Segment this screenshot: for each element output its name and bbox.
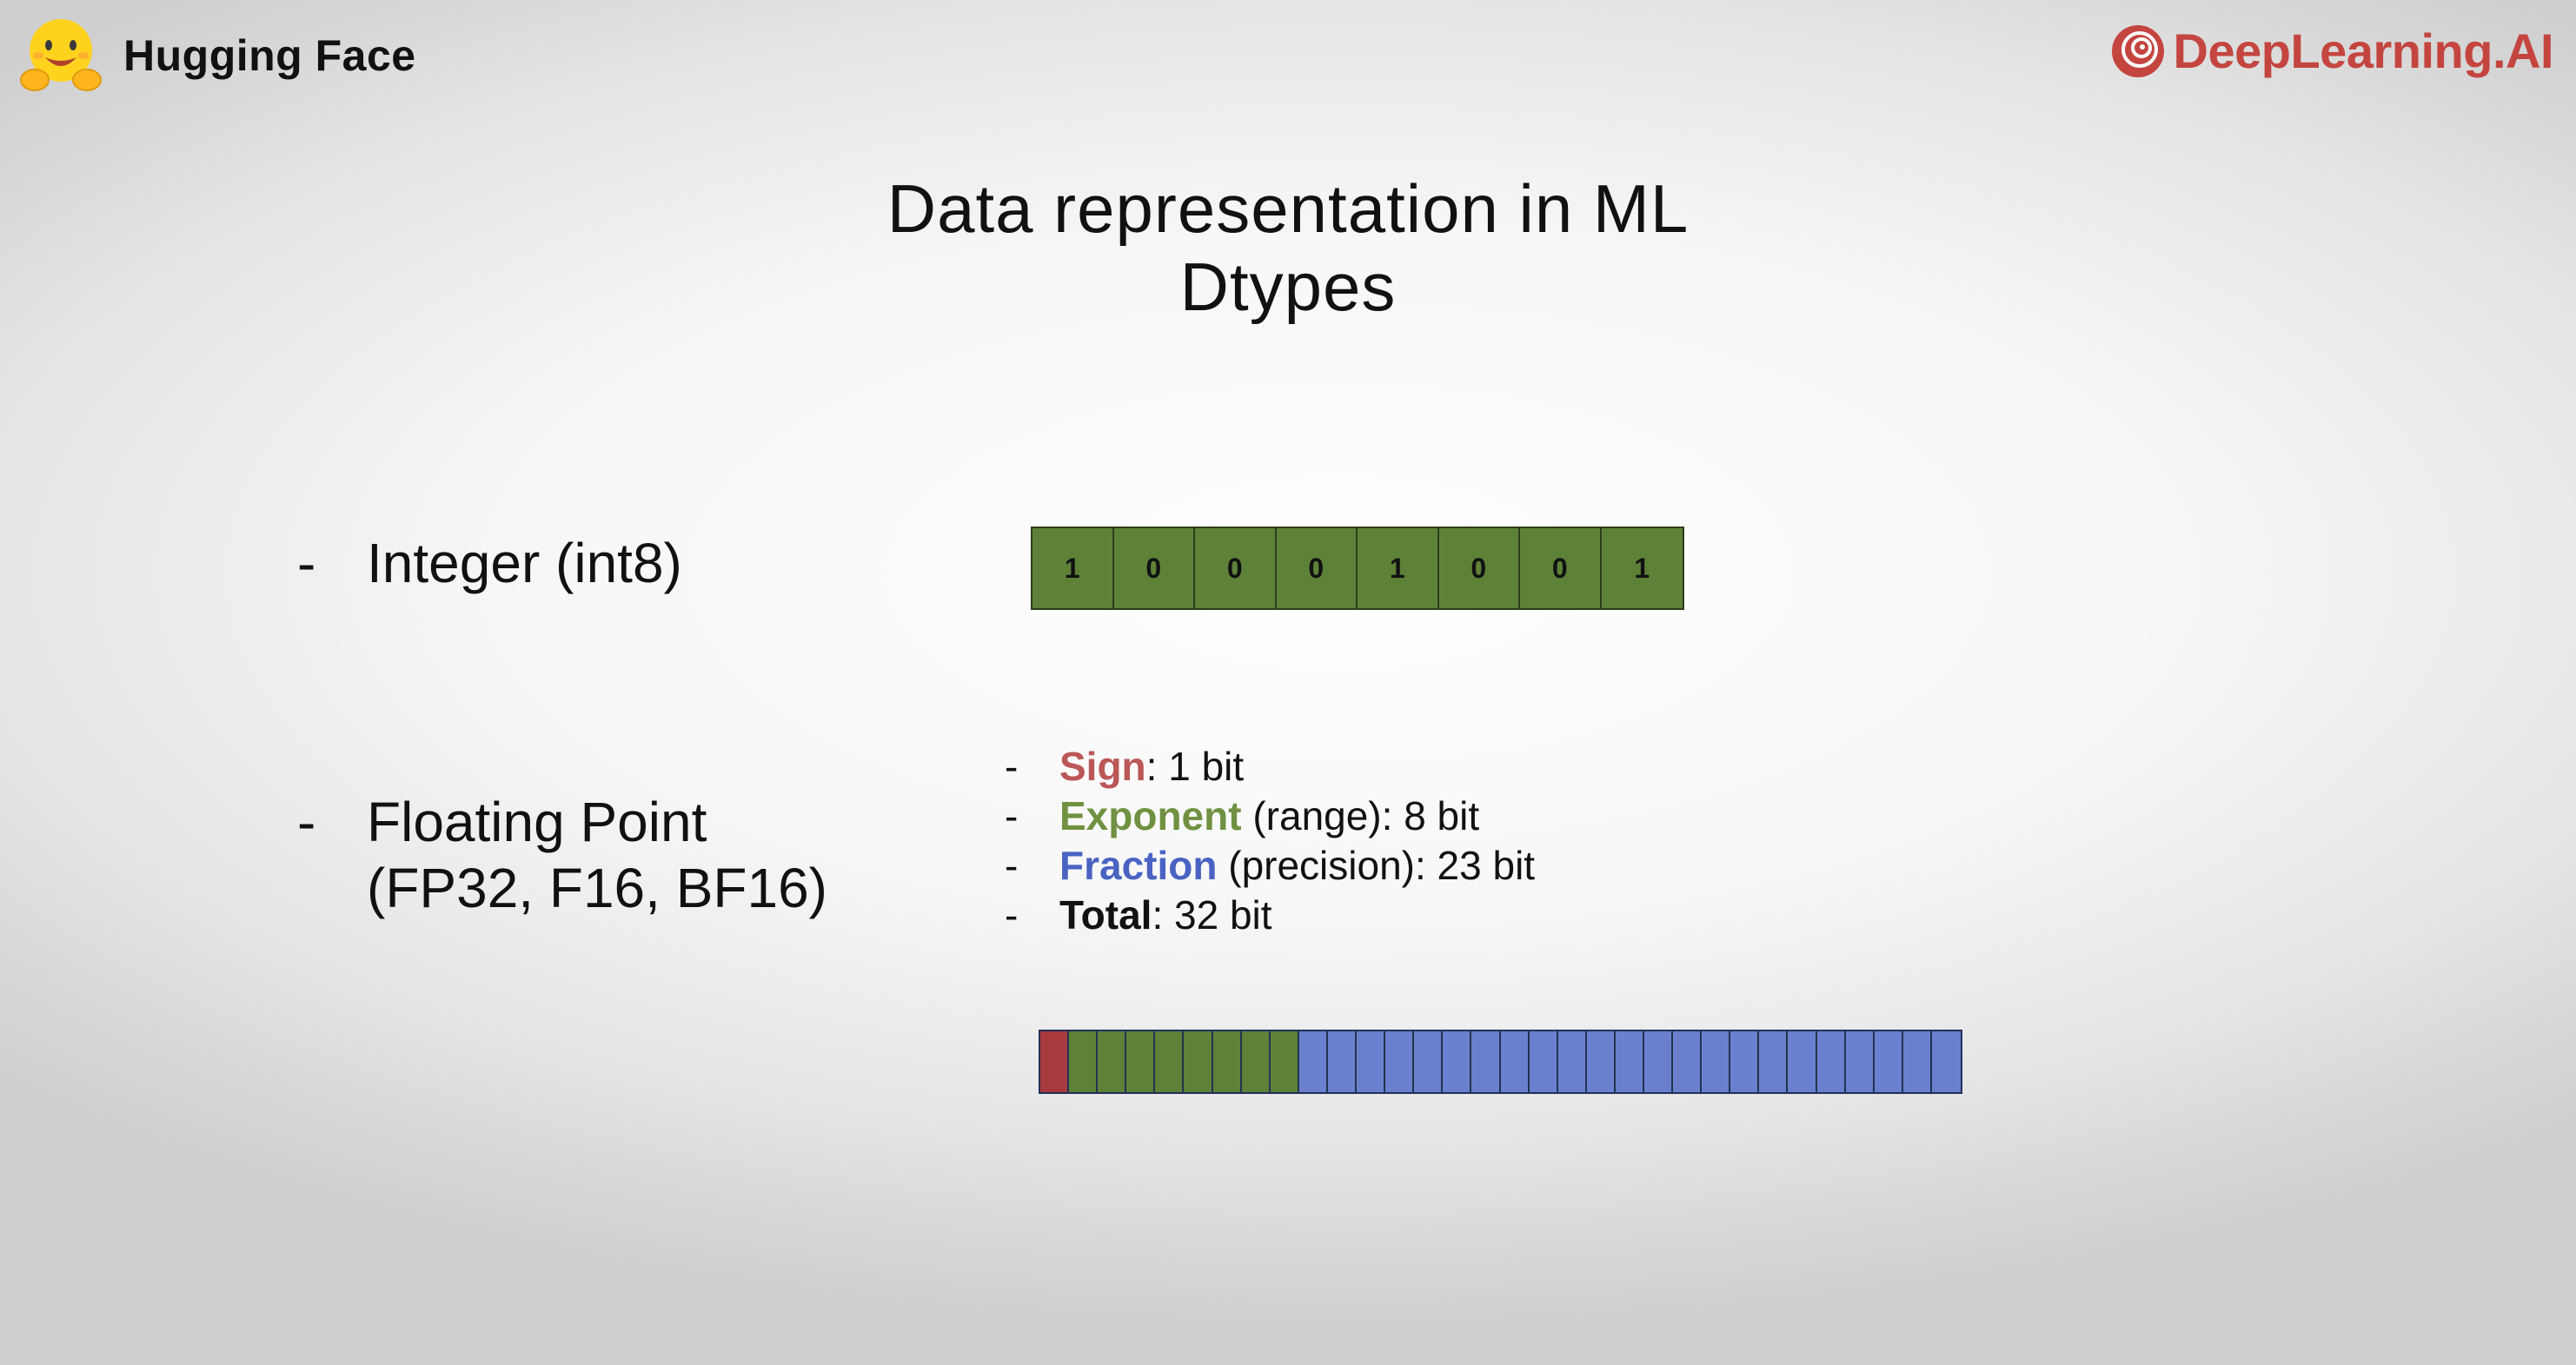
fraction-bit-cell [1730, 1031, 1760, 1092]
sign-keyword: Sign [1059, 744, 1146, 789]
deeplearning-ai-logo: DeepLearning.AI [2111, 23, 2554, 79]
fraction-bit-cell [1788, 1031, 1817, 1092]
bullet-dash: - [297, 791, 316, 853]
int8-bit-cell: 0 [1438, 528, 1520, 608]
fraction-keyword: Fraction [1059, 843, 1218, 888]
fp32-bit-row [1039, 1030, 1962, 1094]
fraction-bit-cell [1586, 1031, 1616, 1092]
hugging-face-wordmark: Hugging Face [123, 31, 416, 80]
detail-dash: - [1005, 892, 1019, 938]
fp-detail-total: - Total: 32 bit [991, 891, 1773, 940]
fp-detail-fraction: - Fraction (precision): 23 bit [991, 841, 1773, 891]
hugging-face-emoji-icon [20, 19, 102, 91]
exponent-bit-cell [1155, 1031, 1185, 1092]
exponent-bit-cell [1270, 1031, 1299, 1092]
fraction-bit-cell [1414, 1031, 1444, 1092]
int8-bit-cell: 1 [1358, 528, 1439, 608]
floating-point-label-line1: Floating Point [367, 791, 707, 853]
exponent-bit-cell [1069, 1031, 1099, 1092]
slide-title-line1: Data representation in ML [886, 170, 1690, 247]
detail-dash: - [1005, 744, 1019, 789]
fraction-bit-cell [1385, 1031, 1415, 1092]
fraction-bit-cell [1529, 1031, 1558, 1092]
exponent-bit-cell [1212, 1031, 1242, 1092]
bullet-dash: - [297, 532, 316, 594]
detail-dash: - [1005, 843, 1019, 888]
int8-bit-cell: 1 [1601, 528, 1683, 608]
exponent-bit-cell [1098, 1031, 1127, 1092]
fraction-bit-cell [1759, 1031, 1789, 1092]
floating-point-bullet: - Floating Point (FP32, F16, BF16) [297, 789, 1079, 928]
fraction-bit-cell [1874, 1031, 1903, 1092]
floating-point-label: Floating Point (FP32, F16, BF16) [367, 789, 827, 921]
fraction-bit-cell [1702, 1031, 1731, 1092]
fraction-detail-text: (precision): 23 bit [1217, 843, 1536, 888]
detail-dash: - [1005, 793, 1019, 838]
exponent-bit-cell [1241, 1031, 1271, 1092]
int8-bit-cell: 0 [1195, 528, 1277, 608]
deeplearning-ai-wordmark: DeepLearning.AI [2173, 23, 2554, 78]
fraction-bit-cell [1357, 1031, 1386, 1092]
fraction-bit-cell [1931, 1031, 1961, 1092]
fraction-bit-cell [1327, 1031, 1358, 1092]
int8-bit-cell: 0 [1276, 528, 1358, 608]
integer-label: Integer (int8) [367, 532, 682, 594]
sign-detail-text: : 1 bit [1145, 744, 1245, 789]
fp-detail-list: - Sign: 1 bit - Exponent (range): 8 bit … [991, 742, 1773, 940]
total-detail-text: : 32 bit [1152, 892, 1272, 938]
sign-bit-cell [1040, 1031, 1070, 1092]
fraction-bit-cell [1816, 1031, 1846, 1092]
fraction-bit-cell [1471, 1031, 1501, 1092]
fraction-bit-cell [1557, 1031, 1587, 1092]
fraction-bit-cell [1615, 1031, 1644, 1092]
fraction-bit-cell [1298, 1031, 1328, 1092]
fraction-bit-cell [1845, 1031, 1875, 1092]
exponent-bit-cell [1126, 1031, 1156, 1092]
fp-detail-sign: - Sign: 1 bit [991, 742, 1773, 792]
deeplearning-ai-icon [2111, 24, 2164, 77]
fraction-bit-cell [1902, 1031, 1932, 1092]
floating-point-label-line2: (FP32, F16, BF16) [367, 857, 827, 919]
int8-bit-cell: 1 [1032, 528, 1114, 608]
total-keyword: Total [1059, 892, 1152, 938]
exponent-bit-cell [1184, 1031, 1213, 1092]
fraction-bit-cell [1673, 1031, 1703, 1092]
hugging-face-logo: Hugging Face [17, 12, 416, 99]
fraction-bit-cell [1443, 1031, 1472, 1092]
slide-title-line2: Dtypes [1179, 248, 1397, 325]
int8-bit-cell: 0 [1520, 528, 1602, 608]
integer-bullet: - Integer (int8) [297, 530, 993, 600]
exponent-detail-text: (range): 8 bit [1241, 793, 1480, 838]
fraction-bit-cell [1643, 1031, 1674, 1092]
slide-title: Data representation in ML Dtypes [0, 169, 2576, 326]
fraction-bit-cell [1500, 1031, 1530, 1092]
int8-bit-cell: 0 [1113, 528, 1195, 608]
exponent-keyword: Exponent [1059, 793, 1242, 838]
fp-detail-exponent: - Exponent (range): 8 bit [991, 792, 1773, 841]
